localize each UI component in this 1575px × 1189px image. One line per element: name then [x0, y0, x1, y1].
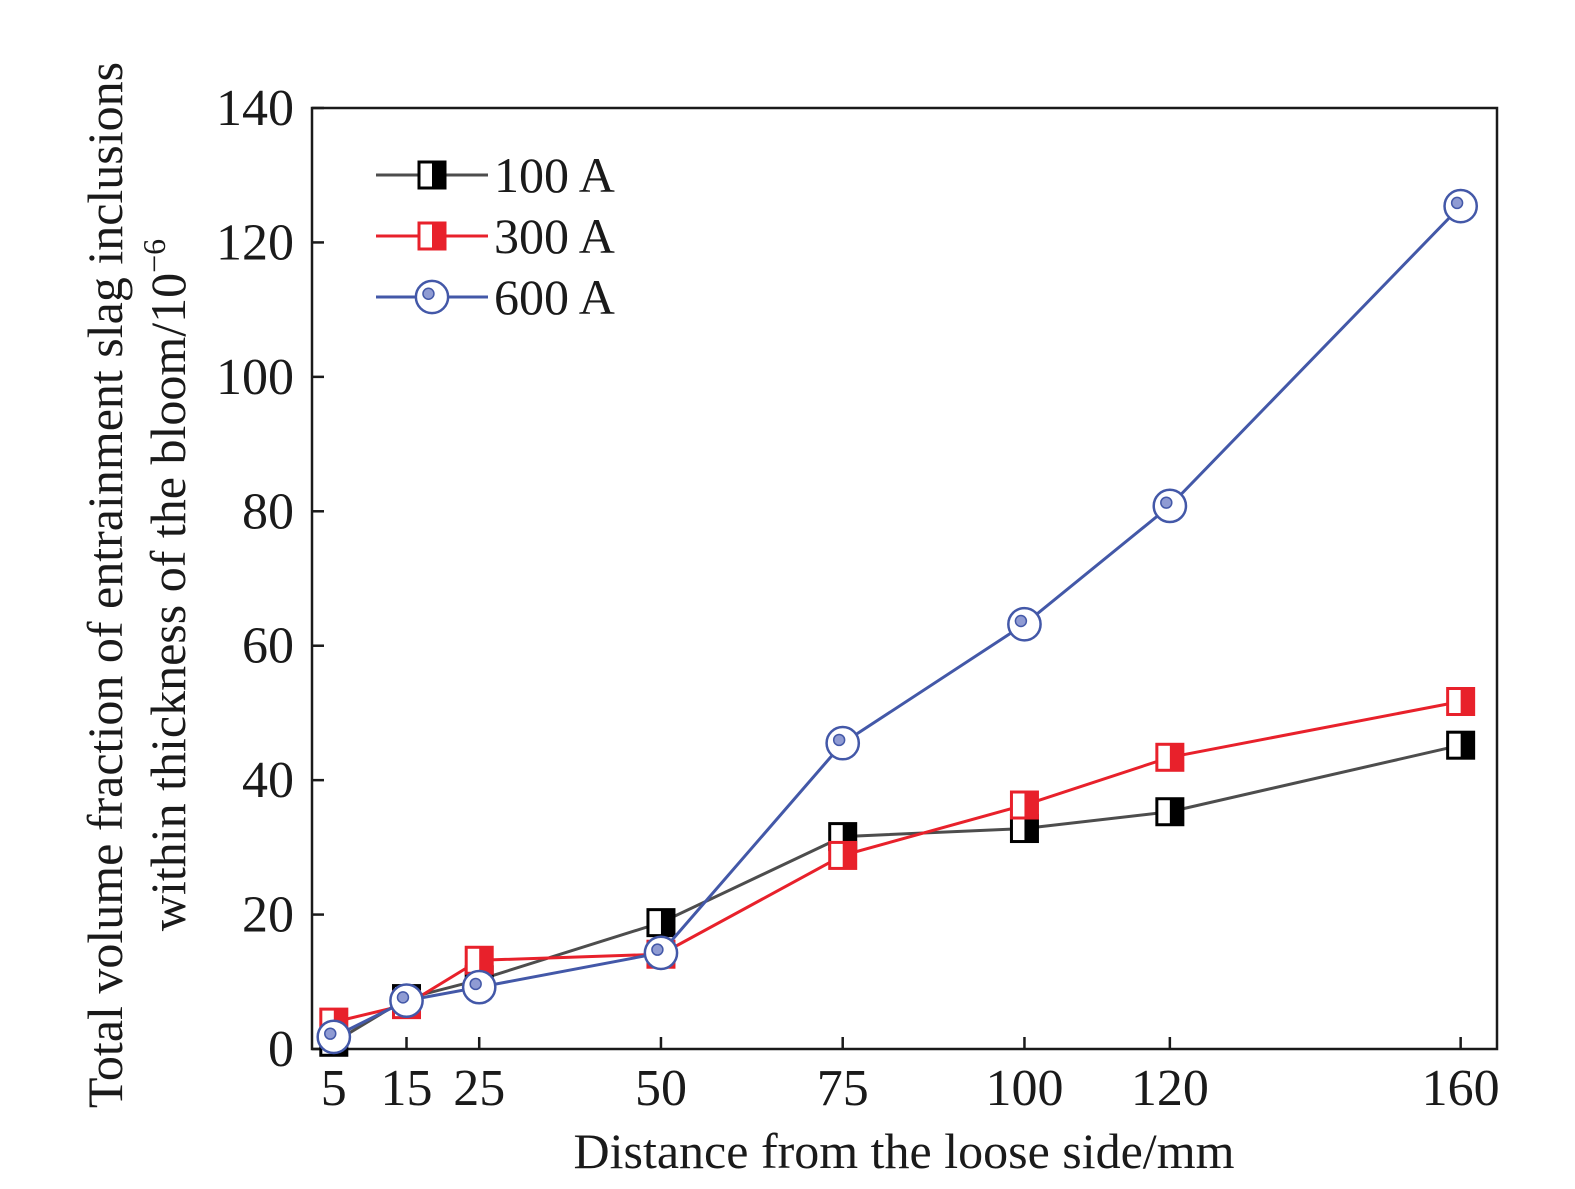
y-axis-ticks: 0 20 40 60 80 100 120 140: [216, 80, 324, 1078]
data-point-square-fill: [1169, 798, 1183, 825]
y-axis-title-line2: within thickness of the bloom/10−6: [136, 239, 196, 931]
plot-frame: [310, 106, 1499, 1051]
legend-label: 100 A: [494, 147, 615, 203]
data-point-dot: [651, 943, 664, 956]
data-point-square-fill: [1460, 732, 1474, 759]
series-line: [333, 700, 1461, 1024]
data-point-dot: [324, 1027, 337, 1040]
data-point-square-fill: [1024, 815, 1038, 842]
y-tick-label: 0: [268, 1021, 294, 1078]
y-tick-label: 40: [242, 752, 294, 809]
data-point-square-fill: [660, 909, 674, 936]
legend-label: 600 A: [494, 269, 615, 325]
data-point-dot: [1014, 614, 1028, 628]
series-100-a: [319, 730, 1476, 1057]
data-point-dot: [469, 977, 482, 991]
x-tick-label: 5: [321, 1060, 347, 1117]
y-tick-label: 60: [242, 618, 294, 675]
series-line: [333, 743, 1461, 1044]
data-point-square-fill: [842, 842, 856, 869]
y-axis-title-line2-text: within thickness of the bloom/10: [140, 273, 196, 931]
legend-item: 300 A: [376, 208, 615, 264]
x-tick-label: 100: [985, 1060, 1063, 1117]
y-tick-label: 20: [242, 887, 294, 944]
x-tick-label: 160: [1422, 1060, 1500, 1117]
legend-item: 600 A: [376, 269, 615, 325]
data-point-square-fill: [432, 223, 445, 249]
data-point-square-fill: [432, 162, 445, 188]
series-layer: [316, 188, 1479, 1057]
y-tick-label: 140: [216, 80, 294, 137]
y-axis-title-line1: Total volume fraction of entrainment sla…: [77, 62, 133, 1108]
data-point-dot: [396, 991, 410, 1004]
x-tick-label: 75: [817, 1060, 869, 1117]
legend-label: 300 A: [494, 208, 615, 264]
x-tick-label: 25: [453, 1060, 505, 1117]
series-line: [333, 205, 1462, 1039]
x-axis-title: Distance from the loose side/mm: [574, 1123, 1235, 1179]
legend-item: 100 A: [376, 147, 615, 203]
data-point-square-fill: [1169, 744, 1183, 771]
data-point-dot: [1160, 496, 1173, 509]
y-tick-label: 120: [216, 214, 294, 271]
data-point-dot: [832, 733, 846, 747]
data-point-dot: [1450, 196, 1464, 210]
x-axis-ticks: 5 15 25 50 75 100 120 160: [321, 1037, 1500, 1117]
data-point-square-fill: [1024, 792, 1038, 819]
x-tick-label: 120: [1131, 1060, 1209, 1117]
data-point-square-fill: [479, 947, 493, 974]
y-tick-label: 80: [242, 483, 294, 540]
x-tick-label: 50: [635, 1060, 687, 1117]
y-tick-label: 100: [216, 349, 294, 406]
y-axis-title-exponent: −6: [136, 239, 172, 273]
x-tick-label: 15: [381, 1060, 433, 1117]
series-600-a: [316, 188, 1479, 1055]
data-point-dot: [422, 287, 435, 301]
data-point-square-fill: [1460, 688, 1474, 715]
